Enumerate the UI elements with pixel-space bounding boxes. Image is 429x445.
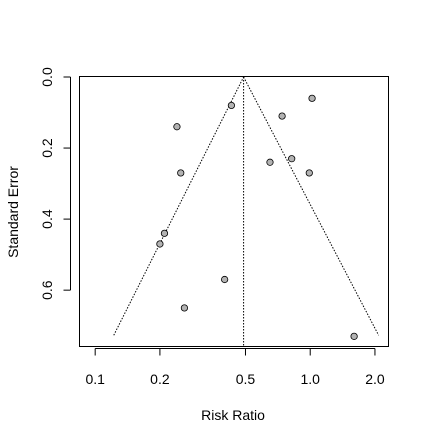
study-point: [288, 155, 296, 163]
study-points: [156, 94, 358, 340]
study-point: [177, 169, 185, 177]
funnel-left-boundary: [113, 76, 245, 336]
x-tick-label: 0.1: [85, 371, 105, 387]
study-point: [221, 275, 229, 284]
study-point: [350, 332, 358, 340]
x-tick-label: 2.0: [365, 371, 385, 387]
x-axis: 0.1 0.2 0.5 1.0 2.0: [85, 348, 385, 387]
y-tick-label: 0.4: [39, 209, 55, 229]
y-tick-label: 0.0: [39, 67, 55, 87]
y-axis-label: Standard Error: [5, 166, 21, 258]
study-point: [308, 94, 316, 102]
study-point: [156, 240, 164, 248]
y-tick-label: 0.6: [39, 280, 55, 300]
study-point: [266, 158, 274, 166]
study-point: [160, 229, 169, 237]
x-axis-label: Risk Ratio: [201, 407, 265, 423]
study-point: [180, 304, 189, 312]
x-tick-label: 0.2: [150, 371, 170, 387]
study-point: [173, 123, 181, 131]
funnel-region: [113, 76, 380, 347]
funnel-right-boundary: [243, 76, 380, 336]
study-point: [227, 101, 235, 110]
y-axis: 0.0 0.2 0.4 0.6: [39, 67, 71, 300]
x-tick-label: 0.5: [236, 371, 256, 387]
x-tick-label: 1.0: [300, 371, 320, 387]
study-point: [305, 169, 313, 177]
study-point: [278, 112, 286, 120]
plot-frame: [79, 76, 389, 347]
y-tick-label: 0.2: [39, 138, 55, 158]
